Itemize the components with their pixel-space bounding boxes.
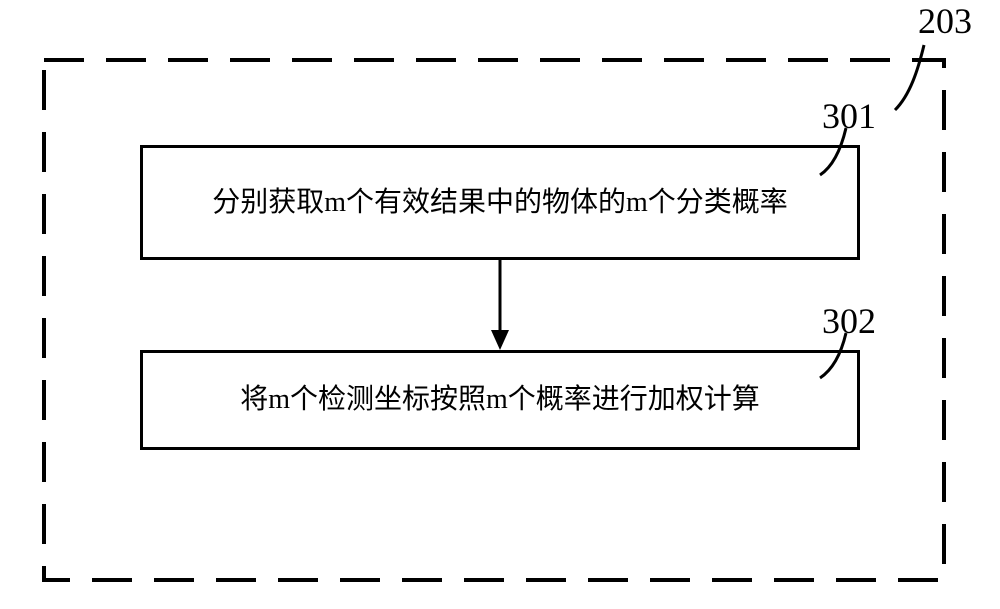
outer-dashed-container	[44, 60, 944, 580]
step-box-302-text: 将m个检测坐标按照m个概率进行加权计算	[240, 381, 760, 419]
diagram-canvas: 203 分别获取m个有效结果中的物体的m个分类概率 301 将m个检测坐标按照m…	[0, 0, 1000, 609]
step-box-301-text: 分别获取m个有效结果中的物体的m个分类概率	[212, 184, 788, 222]
outer-label-203: 203	[918, 0, 972, 42]
step-box-301: 分别获取m个有效结果中的物体的m个分类概率	[140, 145, 860, 260]
step-label-301: 301	[822, 95, 876, 137]
step-label-302: 302	[822, 300, 876, 342]
step-box-302: 将m个检测坐标按照m个概率进行加权计算	[140, 350, 860, 450]
